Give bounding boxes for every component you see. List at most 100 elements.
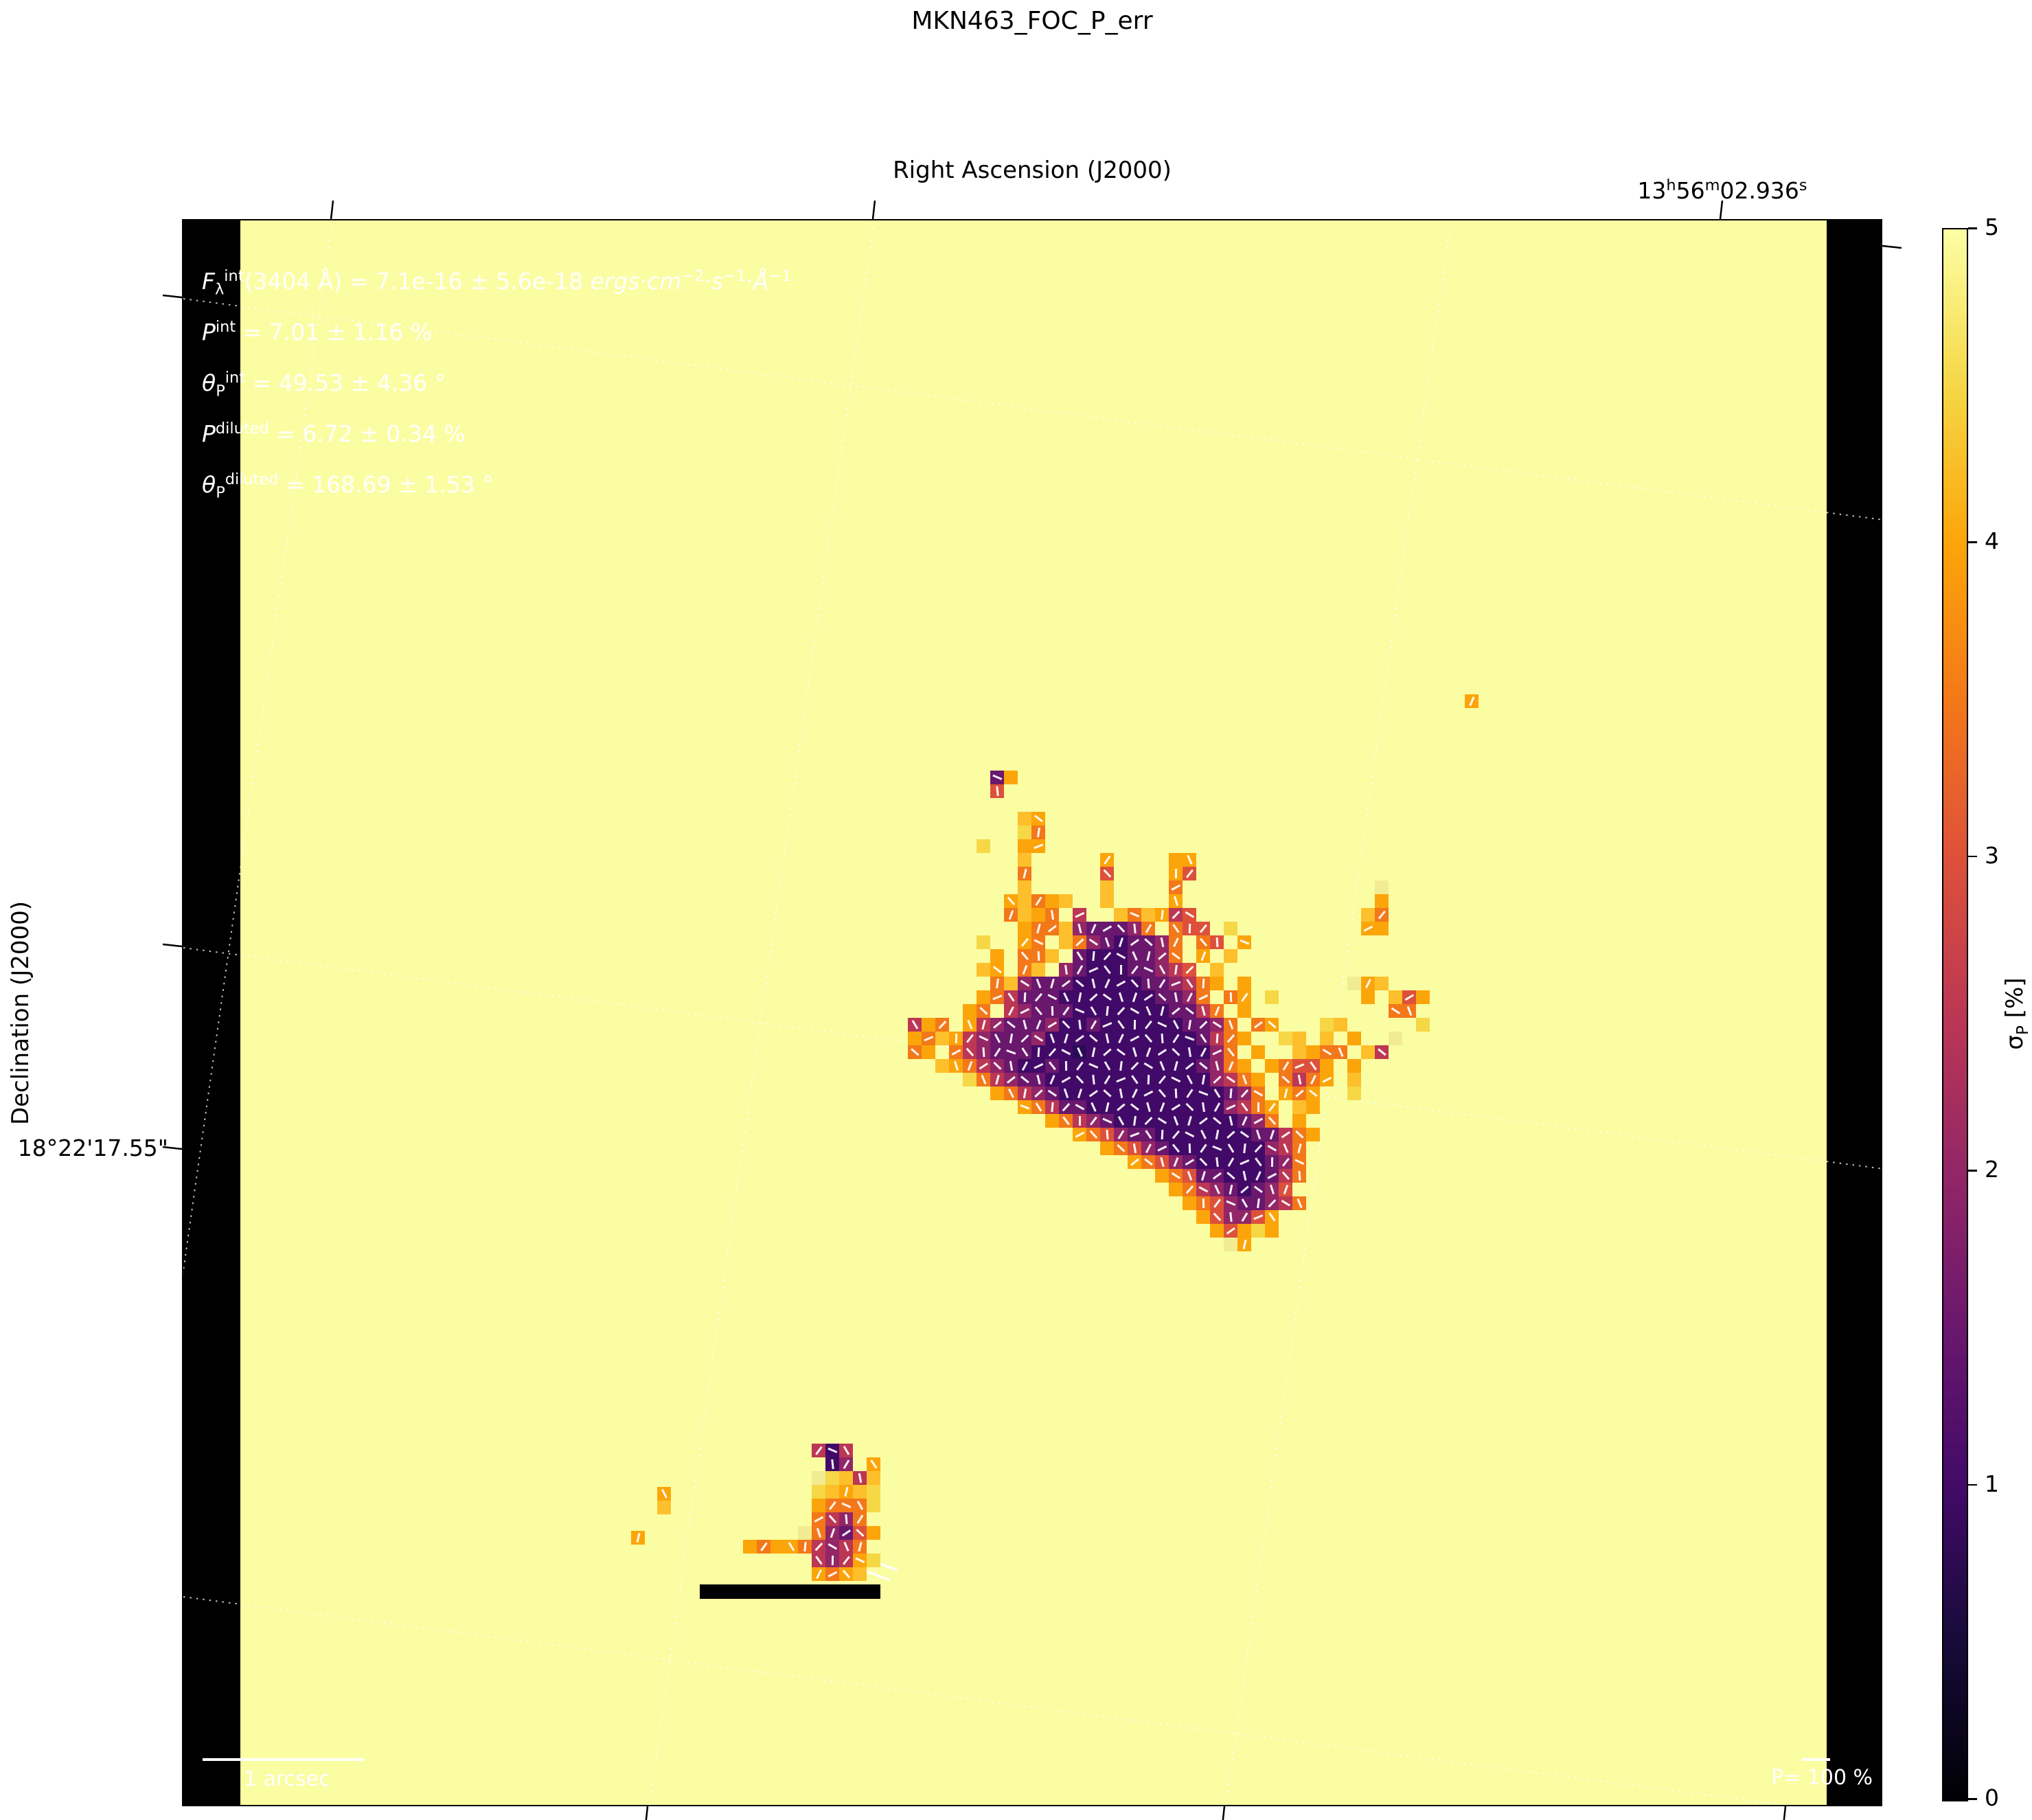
polarization-vector xyxy=(1198,1117,1208,1125)
polarization-vector xyxy=(1008,909,1014,920)
polarization-vector xyxy=(1146,951,1151,962)
heatmap-cell xyxy=(1224,1169,1237,1183)
polarization-vector xyxy=(1226,1227,1235,1235)
heatmap-cell xyxy=(1196,1141,1210,1155)
polarization-vector xyxy=(994,1047,1001,1057)
heatmap-cell xyxy=(1210,1183,1224,1196)
polarization-vector xyxy=(1187,855,1193,865)
polarization-vector xyxy=(1117,924,1125,933)
polarization-vector xyxy=(1365,979,1371,988)
polarization-vector xyxy=(1185,1007,1194,1015)
heatmap-cell xyxy=(1059,990,1073,1004)
polarization-vector xyxy=(1226,1201,1236,1206)
heatmap-cell xyxy=(1237,1004,1251,1018)
polarization-vector xyxy=(842,1556,850,1565)
reference-vector-label: P= 100 % xyxy=(1771,1766,1873,1790)
polarization-vector xyxy=(1077,992,1082,1003)
polarization-vector xyxy=(1119,1088,1123,1099)
heatmap-cell xyxy=(1114,1087,1128,1100)
polarization-vector xyxy=(1226,1104,1236,1110)
polarization-vector xyxy=(1213,1198,1221,1208)
polarization-vector xyxy=(842,1569,850,1579)
polarization-vector xyxy=(827,1448,838,1453)
heatmap-cell xyxy=(1045,949,1059,963)
heatmap-cell xyxy=(949,1045,963,1059)
heatmap-cell xyxy=(657,1501,671,1514)
heatmap-cell xyxy=(1059,1059,1073,1073)
polarization-vector xyxy=(1131,965,1139,975)
polarization-vector xyxy=(1174,964,1178,975)
polarization-vector xyxy=(1050,909,1054,920)
polarization-vector xyxy=(1143,1158,1153,1166)
polarization-vector xyxy=(1145,924,1152,933)
polarization-vector xyxy=(1213,1102,1220,1112)
polarization-vector xyxy=(1199,924,1207,933)
heatmap-cell xyxy=(1265,1224,1279,1238)
heatmap-cell xyxy=(1073,1032,1086,1045)
heatmap-cell xyxy=(1031,1059,1045,1073)
heatmap-cell xyxy=(839,1554,853,1567)
polarization-vector xyxy=(1075,1008,1085,1014)
polarization-vector xyxy=(1240,1130,1249,1139)
heatmap-cell xyxy=(1292,1141,1306,1155)
heatmap-cell xyxy=(1237,935,1251,949)
heatmap-cell xyxy=(1073,1073,1086,1087)
heatmap-cell xyxy=(1141,1059,1155,1073)
polarization-vector xyxy=(1036,979,1041,988)
polarization-vector xyxy=(661,1489,667,1499)
annotation-line: θPint = 49.53 ± 4.36 ° xyxy=(202,369,446,400)
polarization-vector xyxy=(1020,1008,1030,1014)
polarization-vector xyxy=(1075,911,1085,918)
heatmap-cell xyxy=(1086,1100,1100,1114)
heatmap-cell xyxy=(1018,922,1031,935)
polarization-vector xyxy=(1281,1131,1290,1138)
colorbar-tick xyxy=(1968,227,1977,229)
heatmap-cell xyxy=(1183,1169,1196,1183)
polarization-vector xyxy=(1229,1212,1233,1222)
heatmap-cell xyxy=(1279,1196,1292,1210)
colorbar-tick-label: 0 xyxy=(1985,1784,1999,1811)
heatmap-cell xyxy=(1031,949,1045,963)
heatmap-cell xyxy=(1155,935,1169,949)
polarization-vector xyxy=(1021,1061,1028,1071)
polarization-vector xyxy=(1253,1090,1263,1097)
polarization-vector xyxy=(1200,1047,1207,1057)
polarization-vector xyxy=(954,1060,959,1071)
polarization-vector xyxy=(1118,937,1123,948)
heatmap-cell xyxy=(963,1032,977,1045)
heatmap-cell xyxy=(1183,963,1196,977)
heatmap-cell xyxy=(1141,1155,1155,1169)
heatmap-cell xyxy=(1031,908,1045,922)
polarization-vector xyxy=(1145,1144,1152,1153)
polarization-vector xyxy=(1214,1185,1220,1194)
colorbar-label: σP [%] xyxy=(2001,977,2032,1050)
heatmap-cell xyxy=(1155,1128,1169,1141)
polarization-vector xyxy=(1215,1129,1219,1140)
heatmap-cell xyxy=(1073,935,1086,949)
polarization-vector xyxy=(1022,965,1027,975)
heatmap-cell xyxy=(1183,1100,1196,1114)
heatmap-cell xyxy=(1465,694,1479,708)
polarization-vector xyxy=(1253,1214,1264,1220)
heatmap-cell xyxy=(1237,1169,1251,1183)
polarization-vector xyxy=(1185,1062,1194,1070)
heatmap-cell xyxy=(1059,1073,1073,1087)
heatmap-cell xyxy=(1100,922,1114,935)
heatmap-cell xyxy=(1031,963,1045,977)
polarization-vector xyxy=(1212,1049,1222,1056)
heatmap-cell xyxy=(1320,1032,1334,1045)
heatmap-cell xyxy=(853,1554,867,1567)
heatmap-cell xyxy=(1169,1004,1183,1018)
heatmap-cell xyxy=(1183,1128,1196,1141)
heatmap-cell xyxy=(853,1512,867,1526)
polarization-vector xyxy=(1130,1008,1139,1014)
heatmap-cell xyxy=(1196,1100,1210,1114)
heatmap-cell xyxy=(1004,1073,1018,1087)
polarization-vector xyxy=(1091,924,1097,933)
heatmap-cell xyxy=(1004,1087,1018,1100)
heatmap-cell xyxy=(1100,1128,1114,1141)
heatmap-cell xyxy=(1141,1032,1155,1045)
heatmap-cell xyxy=(1155,1032,1169,1045)
heatmap-cell xyxy=(1073,1059,1086,1073)
heatmap-cell xyxy=(1004,1045,1018,1059)
